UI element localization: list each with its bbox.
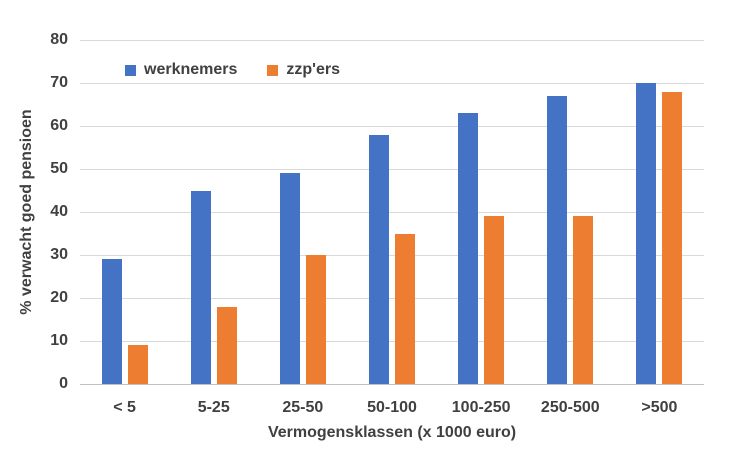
- gridline-70: [80, 83, 704, 84]
- bar-werknemers-50-100: [369, 134, 389, 384]
- bar-werknemers->500: [636, 83, 657, 384]
- legend-swatch-icon: [267, 64, 279, 76]
- x-tick-label-50-100: 50-100: [367, 399, 417, 416]
- y-axis-title: % verwacht goed pensioen: [18, 109, 35, 315]
- bar-werknemers-<-5: [101, 259, 122, 384]
- y-tick-label-50: 50: [50, 160, 68, 177]
- gridline-50: [80, 169, 704, 170]
- legend-label: werknemers: [144, 61, 238, 78]
- y-tick-label-60: 60: [50, 117, 68, 134]
- legend: werknemers zzp'ers: [125, 61, 340, 79]
- y-tick-label-70: 70: [50, 74, 68, 91]
- gridline-30: [80, 255, 704, 256]
- x-tick-label-250-500: 250-500: [540, 399, 600, 416]
- bar-werknemers-250-500: [547, 95, 568, 384]
- gridline-60: [80, 126, 704, 127]
- y-tick-label-40: 40: [50, 203, 68, 220]
- legend-swatch-icon: [125, 64, 136, 76]
- y-tick-label-30: 30: [50, 246, 68, 263]
- bar-zzp-ers-50-100: [395, 233, 415, 384]
- bar-werknemers-100-250: [458, 113, 479, 384]
- bar-werknemers-5-25: [190, 190, 211, 384]
- y-tick-label-10: 10: [50, 332, 68, 349]
- bar-zzp-ers-5-25: [216, 306, 237, 384]
- gridline-0: [80, 384, 704, 385]
- y-tick-label-0: 0: [59, 375, 68, 392]
- x-axis-title: Vermogensklassen (x 1000 euro): [267, 424, 517, 441]
- legend-label: zzp'ers: [286, 61, 340, 78]
- gridline-20: [80, 298, 704, 299]
- y-tick-label-80: 80: [50, 31, 68, 48]
- gridline-10: [80, 341, 704, 342]
- bar-zzp-ers-<-5: [127, 345, 148, 384]
- gridline-40: [80, 212, 704, 213]
- x-tick-label-<-5: < 5: [113, 399, 136, 416]
- bar-zzp-ers-100-250: [484, 216, 505, 384]
- x-tick-label-100-250: 100-250: [451, 399, 511, 416]
- x-tick-label-25-50: 25-50: [282, 399, 324, 416]
- legend-item-zzp-ers: zzp'ers: [267, 62, 340, 78]
- legend-item-werknemers: werknemers: [125, 62, 237, 78]
- bar-werknemers-25-50: [279, 173, 300, 384]
- x-tick-label-5-25: 5-25: [197, 399, 230, 416]
- y-tick-label-20: 20: [50, 289, 68, 306]
- gridline-80: [80, 40, 704, 41]
- x-tick-label->500: >500: [641, 399, 678, 416]
- bar-zzp-ers-250-500: [573, 216, 594, 384]
- bar-zzp-ers->500: [662, 91, 683, 384]
- bar-zzp-ers-25-50: [305, 255, 326, 384]
